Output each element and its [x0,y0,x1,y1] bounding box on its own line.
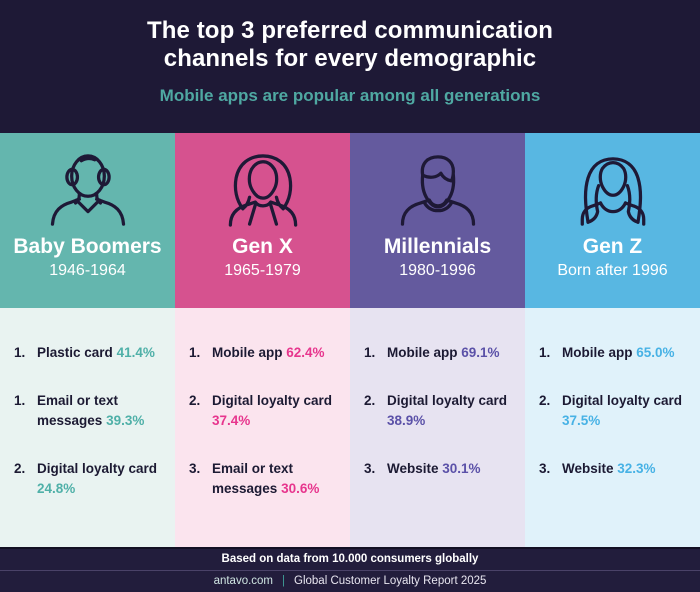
column-gen-z: Gen Z Born after 1996 1. Mobile app 65.0… [525,133,700,547]
column-millennials: Millennials 1980-1996 1. Mobile app 69.1… [350,133,525,547]
demographic-years: 1965-1979 [224,262,301,279]
demographic-years: 1946-1964 [49,262,126,279]
report-title: Global Customer Loyalty Report 2025 [294,575,487,587]
page-header: The top 3 preferred communication channe… [0,0,700,133]
item-value: 65.0% [636,345,675,360]
item-rank: 2. [189,393,201,408]
item-rank: 3. [189,461,201,476]
list-item: 1. Mobile app 69.1% [364,343,515,363]
demographic-title: Gen Z [582,235,643,258]
list-item: 1. Email or text messages 39.3% [14,391,165,431]
item-value: 32.3% [617,461,656,476]
list-item: 2. Digital loyalty card 37.4% [189,391,340,431]
item-label: Website [387,461,439,476]
demographic-band: Baby Boomers 1946-1964 [0,133,175,308]
item-rank: 2. [364,393,376,408]
list-item: 2. Digital loyalty card 38.9% [364,391,515,431]
item-label: Plastic card [37,345,113,360]
page-subtitle: Mobile apps are popular among all genera… [159,86,541,105]
young-man-icon [350,146,525,235]
bald-man-icon [0,146,175,235]
column-baby-boomers: Baby Boomers 1946-1964 1. Plastic card 4… [0,133,175,547]
list-item: 3. Website 30.1% [364,459,515,479]
item-value: 37.4% [212,413,251,428]
item-value: 69.1% [461,345,500,360]
item-rank: 1. [14,393,26,408]
list-item: 1. Mobile app 65.0% [539,343,690,363]
item-text: Digital loyalty card 38.9% [387,391,515,431]
source-note-bar: Based on data from 10.000 consumers glob… [0,547,700,570]
item-value: 38.9% [387,413,426,428]
demographic-band: Gen Z Born after 1996 [525,133,700,308]
item-text: Plastic card 41.4% [37,343,165,363]
demographic-years: 1980-1996 [399,262,476,279]
item-label: Digital loyalty card [387,393,508,408]
item-text: Digital loyalty card 24.8% [37,459,165,499]
demographic-columns: Baby Boomers 1946-1964 1. Plastic card 4… [0,133,700,547]
item-text: Digital loyalty card 37.5% [562,391,690,431]
item-label: Mobile app [387,345,458,360]
list-item: 1. Mobile app 62.4% [189,343,340,363]
item-label: Email or text messages [212,461,294,496]
channel-list: 1. Plastic card 41.4% 1. Email or text m… [0,308,175,547]
item-text: Email or text messages 30.6% [212,459,340,499]
list-item: 3. Website 32.3% [539,459,690,479]
item-value: 37.5% [562,413,601,428]
item-value: 41.4% [116,345,155,360]
item-value: 62.4% [286,345,325,360]
demographic-band: Millennials 1980-1996 [350,133,525,308]
item-text: Email or text messages 39.3% [37,391,165,431]
item-label: Digital loyalty card [37,461,158,476]
item-value: 30.6% [281,481,320,496]
item-rank: 3. [539,461,551,476]
item-text: Website 30.1% [387,459,515,479]
item-rank: 1. [14,345,26,360]
divider-pipe: | [282,575,286,587]
demographic-title: Baby Boomers [13,235,162,258]
list-item: 2. Digital loyalty card 37.5% [539,391,690,431]
woman-long-hair-icon [525,146,700,235]
column-gen-x: Gen X 1965-1979 1. Mobile app 62.4% 2. D… [175,133,350,547]
item-rank: 2. [14,461,26,476]
list-item: 3. Email or text messages 30.6% [189,459,340,499]
website-link[interactable]: antavo.com [213,575,274,587]
item-rank: 1. [539,345,551,360]
demographic-title: Gen X [232,235,293,258]
item-text: Website 32.3% [562,459,690,479]
item-label: Email or text messages [37,393,119,428]
item-value: 30.1% [442,461,481,476]
item-label: Digital loyalty card [212,393,333,408]
list-item: 1. Plastic card 41.4% [14,343,165,363]
channel-list: 1. Mobile app 65.0% 2. Digital loyalty c… [525,308,700,547]
item-label: Mobile app [562,345,633,360]
item-rank: 2. [539,393,551,408]
item-text: Mobile app 62.4% [212,343,340,363]
item-text: Digital loyalty card 37.4% [212,391,340,431]
demographic-band: Gen X 1965-1979 [175,133,350,308]
item-label: Website [562,461,614,476]
item-value: 24.8% [37,481,76,496]
source-note: Based on data from 10.000 consumers glob… [221,553,479,565]
credit-bar: antavo.com | Global Customer Loyalty Repor… [0,570,700,592]
item-value: 39.3% [106,413,145,428]
list-item: 2. Digital loyalty card 24.8% [14,459,165,499]
channel-list: 1. Mobile app 62.4% 2. Digital loyalty c… [175,308,350,547]
item-text: Mobile app 69.1% [387,343,515,363]
demographic-title: Millennials [383,235,492,258]
item-rank: 1. [189,345,201,360]
item-label: Mobile app [212,345,283,360]
item-rank: 1. [364,345,376,360]
woman-bob-icon [175,146,350,235]
page-title: The top 3 preferred communication channe… [146,17,554,72]
item-rank: 3. [364,461,376,476]
item-text: Mobile app 65.0% [562,343,690,363]
channel-list: 1. Mobile app 69.1% 2. Digital loyalty c… [350,308,525,547]
item-label: Digital loyalty card [562,393,683,408]
demographic-years: Born after 1996 [557,262,668,279]
